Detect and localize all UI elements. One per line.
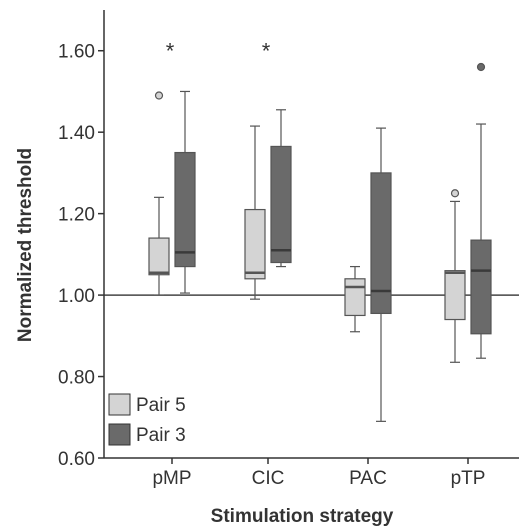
boxes-layer	[148, 62, 492, 422]
axes-layer	[103, 10, 519, 459]
box-pair-3-cic	[270, 109, 292, 268]
x-tick-label: CIC	[252, 468, 285, 489]
outlier-point	[450, 189, 460, 198]
iqr-box	[148, 237, 170, 276]
significance-asterisk: *	[262, 39, 271, 64]
x-tick-label: pMP	[152, 468, 191, 489]
y-axis-title: Normalized threshold	[15, 148, 36, 342]
legend-swatch-pair-3	[108, 423, 131, 446]
outlier-point	[476, 62, 486, 72]
significance-asterisk: *	[166, 39, 175, 64]
legend-label-pair-5: Pair 5	[136, 395, 186, 416]
legend: Pair 5 Pair 3	[108, 393, 186, 446]
y-tick-label: 1.00	[58, 286, 95, 307]
outlier-point	[154, 91, 164, 100]
y-tick-label: 0.80	[58, 368, 95, 389]
iqr-box	[344, 278, 366, 317]
box-pair-5-ptp	[444, 189, 466, 363]
box-pair-5-cic	[244, 125, 266, 300]
x-tick-label: PAC	[349, 468, 387, 489]
iqr-box	[444, 270, 466, 321]
legend-swatch-pair-5	[108, 393, 131, 416]
box-pair-3-ptp	[470, 62, 492, 359]
iqr-box	[470, 239, 492, 335]
iqr-box	[370, 172, 392, 315]
x-ticks-layer: pMP CIC PAC pTP	[152, 458, 485, 489]
y-tick-label: 1.60	[58, 42, 95, 63]
y-tick-label: 0.60	[58, 449, 95, 470]
box-pair-5-pmp	[148, 91, 170, 296]
legend-label-pair-3: Pair 3	[136, 425, 186, 446]
y-tick-label: 1.40	[58, 123, 95, 144]
y-tick-label: 1.20	[58, 205, 95, 226]
box-pair-3-pmp	[174, 90, 196, 294]
x-tick-label: pTP	[451, 468, 486, 489]
box-pair-5-pac	[344, 265, 366, 333]
iqr-box	[270, 145, 292, 264]
iqr-box	[174, 151, 196, 268]
y-ticks-layer: 0.60 0.80 1.00 1.20 1.40 1.60	[58, 42, 104, 470]
x-axis-title: Stimulation strategy	[211, 506, 394, 526]
box-pair-3-pac	[370, 127, 392, 422]
significance-layer: * *	[166, 39, 271, 64]
iqr-box	[244, 208, 266, 280]
